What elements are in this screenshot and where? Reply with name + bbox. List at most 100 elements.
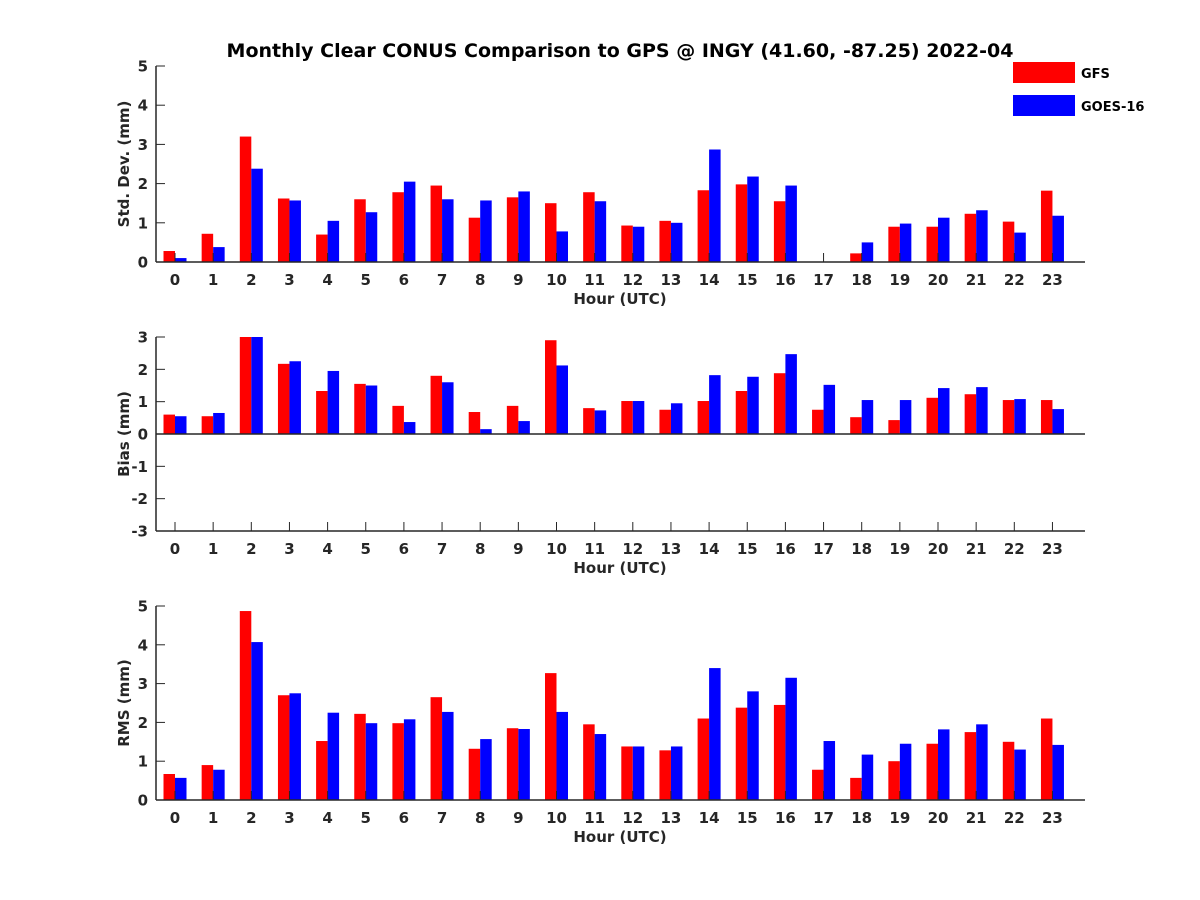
bar-gfs-hour-22	[1002, 400, 1015, 434]
x-tick-label: 8	[475, 809, 485, 827]
bar-goes16-hour-7	[442, 382, 454, 434]
bar-goes16-hour-13	[670, 222, 683, 262]
x-tick-label: 18	[851, 540, 872, 558]
bar-goes16-hour-22	[1014, 232, 1026, 262]
bar-goes16-hour-10	[556, 711, 568, 800]
bar-goes16-hour-20	[938, 217, 950, 262]
bar-goes16-hour-3	[289, 200, 301, 262]
bar-gfs-hour-11	[583, 408, 595, 434]
bar-gfs-hour-6	[392, 192, 404, 262]
x-tick-label: 7	[437, 540, 447, 558]
y-tick-label: 2	[138, 714, 148, 732]
bar-gfs-hour-1	[201, 233, 214, 262]
x-tick-label: 13	[661, 540, 682, 558]
x-tick-label: 9	[513, 271, 523, 289]
x-tick-label: 3	[284, 540, 294, 558]
x-tick-label: 18	[851, 271, 872, 289]
x-tick-label: 4	[322, 809, 332, 827]
legend: GFS GOES-16	[1013, 62, 1144, 116]
y-tick-label: 3	[138, 329, 148, 347]
bar-goes16-hour-8	[480, 200, 492, 262]
x-axis-label: Hour (UTC)	[573, 828, 666, 846]
bar-gfs-hour-5	[354, 713, 366, 800]
bar-goes16-hour-12	[632, 401, 645, 434]
bar-goes16-hour-18	[861, 400, 874, 434]
x-tick-label: 10	[546, 271, 567, 289]
bar-goes16-hour-7	[442, 711, 454, 800]
bar-gfs-hour-8	[468, 748, 481, 800]
bar-goes16-hour-5	[365, 723, 378, 800]
bar-gfs-hour-8	[468, 217, 481, 262]
x-tick-label: 15	[737, 271, 758, 289]
bar-gfs-hour-17	[812, 409, 824, 434]
bar-goes16-hour-14	[709, 375, 721, 434]
x-tick-label: 22	[1004, 809, 1025, 827]
bar-goes16-hour-3	[289, 693, 301, 800]
x-tick-label: 23	[1042, 809, 1063, 827]
bar-gfs-hour-9	[506, 728, 519, 800]
y-tick-label: 2	[138, 175, 148, 193]
bar-goes16-hour-9	[518, 421, 530, 434]
bar-gfs-hour-10	[545, 673, 557, 800]
y-tick-label: 5	[138, 598, 148, 616]
bar-gfs-hour-7	[430, 185, 443, 262]
bar-gfs-hour-10	[545, 340, 557, 434]
bar-goes16-hour-2	[251, 642, 263, 800]
bar-gfs-hour-14	[697, 190, 710, 262]
x-tick-label: 0	[170, 809, 180, 827]
bar-gfs-hour-13	[659, 409, 671, 434]
x-tick-label: 5	[361, 271, 371, 289]
bar-goes16-hour-16	[785, 354, 797, 434]
x-tick-label: 5	[361, 809, 371, 827]
x-tick-label: 11	[584, 540, 605, 558]
bar-goes16-hour-2	[251, 168, 263, 262]
bar-goes16-hour-18	[861, 754, 874, 800]
y-tick-label: -1	[131, 458, 148, 476]
y-tick-label: 0	[138, 426, 148, 444]
bar-gfs-hour-4	[316, 391, 328, 434]
bar-goes16-hour-13	[670, 746, 683, 800]
x-tick-label: 6	[399, 271, 409, 289]
bar-goes16-hour-5	[365, 212, 378, 262]
bar-gfs-hour-22	[1002, 221, 1015, 262]
bar-gfs-hour-4	[316, 741, 328, 800]
bar-gfs-hour-6	[392, 723, 404, 800]
y-tick-label: 1	[138, 214, 148, 232]
bar-goes16-hour-23	[1052, 744, 1064, 800]
bar-goes16-hour-22	[1014, 749, 1026, 800]
bar-gfs-hour-19	[888, 420, 900, 434]
y-tick-label: 4	[138, 97, 148, 115]
bar-goes16-hour-4	[327, 712, 340, 800]
x-tick-label: 4	[322, 540, 332, 558]
x-tick-label: 12	[622, 271, 643, 289]
x-tick-label: 13	[661, 271, 682, 289]
bar-gfs-hour-18	[850, 417, 862, 434]
bar-gfs-hour-22	[1002, 741, 1015, 800]
bar-goes16-hour-13	[670, 403, 683, 434]
x-tick-label: 14	[699, 809, 720, 827]
bar-goes16-hour-0	[175, 416, 187, 434]
bar-gfs-hour-4	[316, 234, 328, 262]
bar-goes16-hour-11	[594, 410, 607, 434]
x-tick-label: 11	[584, 271, 605, 289]
x-tick-label: 20	[928, 271, 949, 289]
x-tick-label: 7	[437, 271, 447, 289]
legend-swatch-goes16	[1013, 95, 1075, 116]
bar-goes16-hour-8	[480, 429, 492, 434]
bar-goes16-hour-7	[442, 199, 454, 262]
bar-gfs-hour-23	[1040, 718, 1053, 800]
bar-goes16-hour-20	[938, 388, 950, 434]
bar-goes16-hour-19	[899, 400, 912, 434]
bar-gfs-hour-8	[468, 412, 481, 434]
x-tick-label: 21	[966, 809, 987, 827]
bar-gfs-hour-9	[506, 197, 519, 262]
x-tick-label: 0	[170, 271, 180, 289]
x-tick-label: 19	[889, 809, 910, 827]
y-tick-label: 3	[138, 136, 148, 154]
x-tick-label: 2	[246, 540, 256, 558]
bar-goes16-hour-10	[556, 365, 568, 434]
legend-swatch-gfs	[1013, 62, 1075, 83]
bar-goes16-hour-16	[785, 185, 797, 262]
y-tick-label: 3	[138, 675, 148, 693]
x-tick-label: 2	[246, 271, 256, 289]
